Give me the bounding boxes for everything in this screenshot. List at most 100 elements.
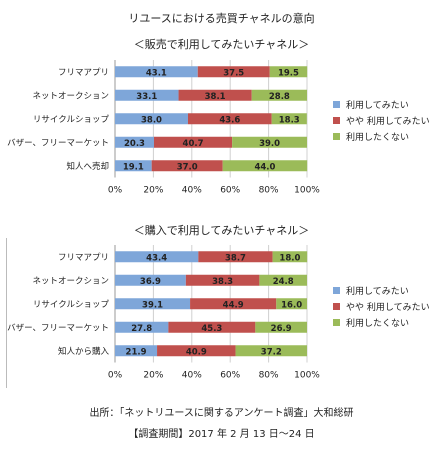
data-label: 19.5 xyxy=(278,68,299,78)
x-tick-label: 100% xyxy=(294,371,320,381)
bar-segment xyxy=(115,298,191,310)
chart-title-buy: ＜購入で利用してみたいチャネル＞ xyxy=(133,224,310,237)
bar-segment xyxy=(178,89,252,101)
legend-item-want: 利用してみたい xyxy=(333,282,430,298)
data-label: 39.1 xyxy=(142,300,163,310)
bar-segment xyxy=(115,274,186,286)
data-label: 38.0 xyxy=(141,115,162,125)
bar-segment xyxy=(115,66,198,78)
bar-segment xyxy=(255,321,307,333)
data-label: 19.1 xyxy=(123,162,144,172)
page-title: リユースにおける売買チャネルの意向 xyxy=(128,12,315,25)
data-label: 18.0 xyxy=(279,253,300,263)
buy-chart-legend: 利用してみたい やや 利用してみたい 利用したくない xyxy=(333,282,430,330)
x-tick-label: 60% xyxy=(220,186,240,196)
bar-segment xyxy=(190,298,277,310)
bar-segment xyxy=(269,66,308,78)
category-label: リサイクルショップ xyxy=(33,115,110,125)
bar-segment xyxy=(235,345,307,357)
sell-channel-chart: 0% 20% 40% 60% 80% 100% フリマアプリ 43.1 37.5 19.5 ネットオ… xyxy=(7,60,320,196)
data-label: 37.5 xyxy=(223,68,244,78)
data-label: 38.1 xyxy=(205,92,226,102)
x-tick-label: 60% xyxy=(220,371,240,381)
bar-segment xyxy=(198,251,273,263)
data-label: 28.8 xyxy=(269,92,290,102)
data-label: 43.1 xyxy=(146,68,167,78)
data-label: 45.3 xyxy=(201,324,222,334)
data-label: 33.1 xyxy=(136,92,157,102)
legend-swatch xyxy=(333,286,340,294)
bar-segment xyxy=(272,251,308,263)
x-tick-label: 40% xyxy=(182,186,202,196)
category-label: ネットオークション xyxy=(32,91,109,101)
bar-segment xyxy=(185,274,260,286)
data-label: 37.0 xyxy=(177,162,198,172)
x-tick-label: 20% xyxy=(143,371,163,381)
divider-line xyxy=(6,238,7,388)
x-tick-label: 40% xyxy=(182,371,202,381)
legend-label: 利用してみたい xyxy=(346,286,409,297)
bar-segment xyxy=(115,321,169,333)
bar-segment xyxy=(168,321,256,333)
data-label: 36.9 xyxy=(140,277,161,287)
data-label: 43.4 xyxy=(146,253,167,263)
data-label: 43.6 xyxy=(219,115,240,125)
bar-segment xyxy=(115,160,152,172)
legend-swatch xyxy=(333,100,340,108)
x-tick-label: 20% xyxy=(143,186,163,196)
data-label: 18.3 xyxy=(279,115,300,125)
legend-label: 利用したくない xyxy=(346,132,410,143)
bar-segment xyxy=(222,160,308,172)
data-label: 27.8 xyxy=(131,324,152,334)
chart-title-sell: ＜販売で利用してみたいチャネル＞ xyxy=(133,38,310,51)
category-label: リサイクルショップ xyxy=(33,300,110,310)
x-tick-label: 0% xyxy=(108,371,123,381)
x-tick-label: 80% xyxy=(259,186,279,196)
category-label: バザー、フリーマーケット xyxy=(7,138,109,148)
data-label: 26.9 xyxy=(271,324,292,334)
x-tick-label: 100% xyxy=(294,186,320,196)
data-label: 16.0 xyxy=(281,300,302,310)
category-label: 知人へ売却 xyxy=(66,161,109,172)
data-label: 38.3 xyxy=(212,277,233,287)
data-label: 40.7 xyxy=(183,139,204,149)
legend-label: やや 利用してみたい xyxy=(346,302,430,313)
legend-label: 利用したくない xyxy=(346,318,410,329)
legend-item-somewhat: やや 利用してみたい xyxy=(333,112,430,128)
data-label: 39.0 xyxy=(259,139,280,149)
bar-segment xyxy=(259,274,307,286)
category-label: バザー、フリーマーケット xyxy=(7,323,109,333)
bar-segment xyxy=(157,345,236,357)
bar-segment xyxy=(151,160,223,172)
data-label: 24.8 xyxy=(273,277,294,287)
legend-label: やや 利用してみたい xyxy=(346,116,430,127)
bar-segment xyxy=(187,113,272,125)
category-label: 知人から購入 xyxy=(58,346,110,357)
category-label: フリマアプリ xyxy=(58,253,109,263)
data-label: 40.9 xyxy=(186,347,207,357)
bar-segment xyxy=(271,113,307,125)
data-label: 37.2 xyxy=(261,347,282,357)
bar-segment xyxy=(115,113,188,125)
bar-segment xyxy=(115,345,158,357)
survey-period: 【調査期間】2017 年 2 月 13 日～24 日 xyxy=(128,429,315,440)
legend-item-not: 利用したくない xyxy=(333,314,430,330)
source-note: 出所：「ネットリユースに関するアンケート調査」大和総研 xyxy=(89,408,354,419)
bar-segment xyxy=(153,136,233,148)
bar-segment xyxy=(197,66,270,78)
legend-item-not: 利用したくない xyxy=(333,128,430,144)
bar-segment xyxy=(115,251,199,263)
bar-segment xyxy=(251,89,307,101)
bar-segment xyxy=(276,298,307,310)
data-label: 38.7 xyxy=(225,253,246,263)
legend-item-somewhat: やや 利用してみたい xyxy=(333,298,430,314)
legend-swatch xyxy=(333,116,340,124)
data-label: 20.3 xyxy=(124,139,145,149)
x-tick-label: 0% xyxy=(108,186,123,196)
data-label: 44.9 xyxy=(223,300,244,310)
legend-swatch xyxy=(333,132,340,140)
bar-segment xyxy=(115,89,179,101)
data-label: 44.0 xyxy=(254,162,275,172)
legend-swatch xyxy=(333,318,340,326)
bar-segment xyxy=(115,136,154,148)
